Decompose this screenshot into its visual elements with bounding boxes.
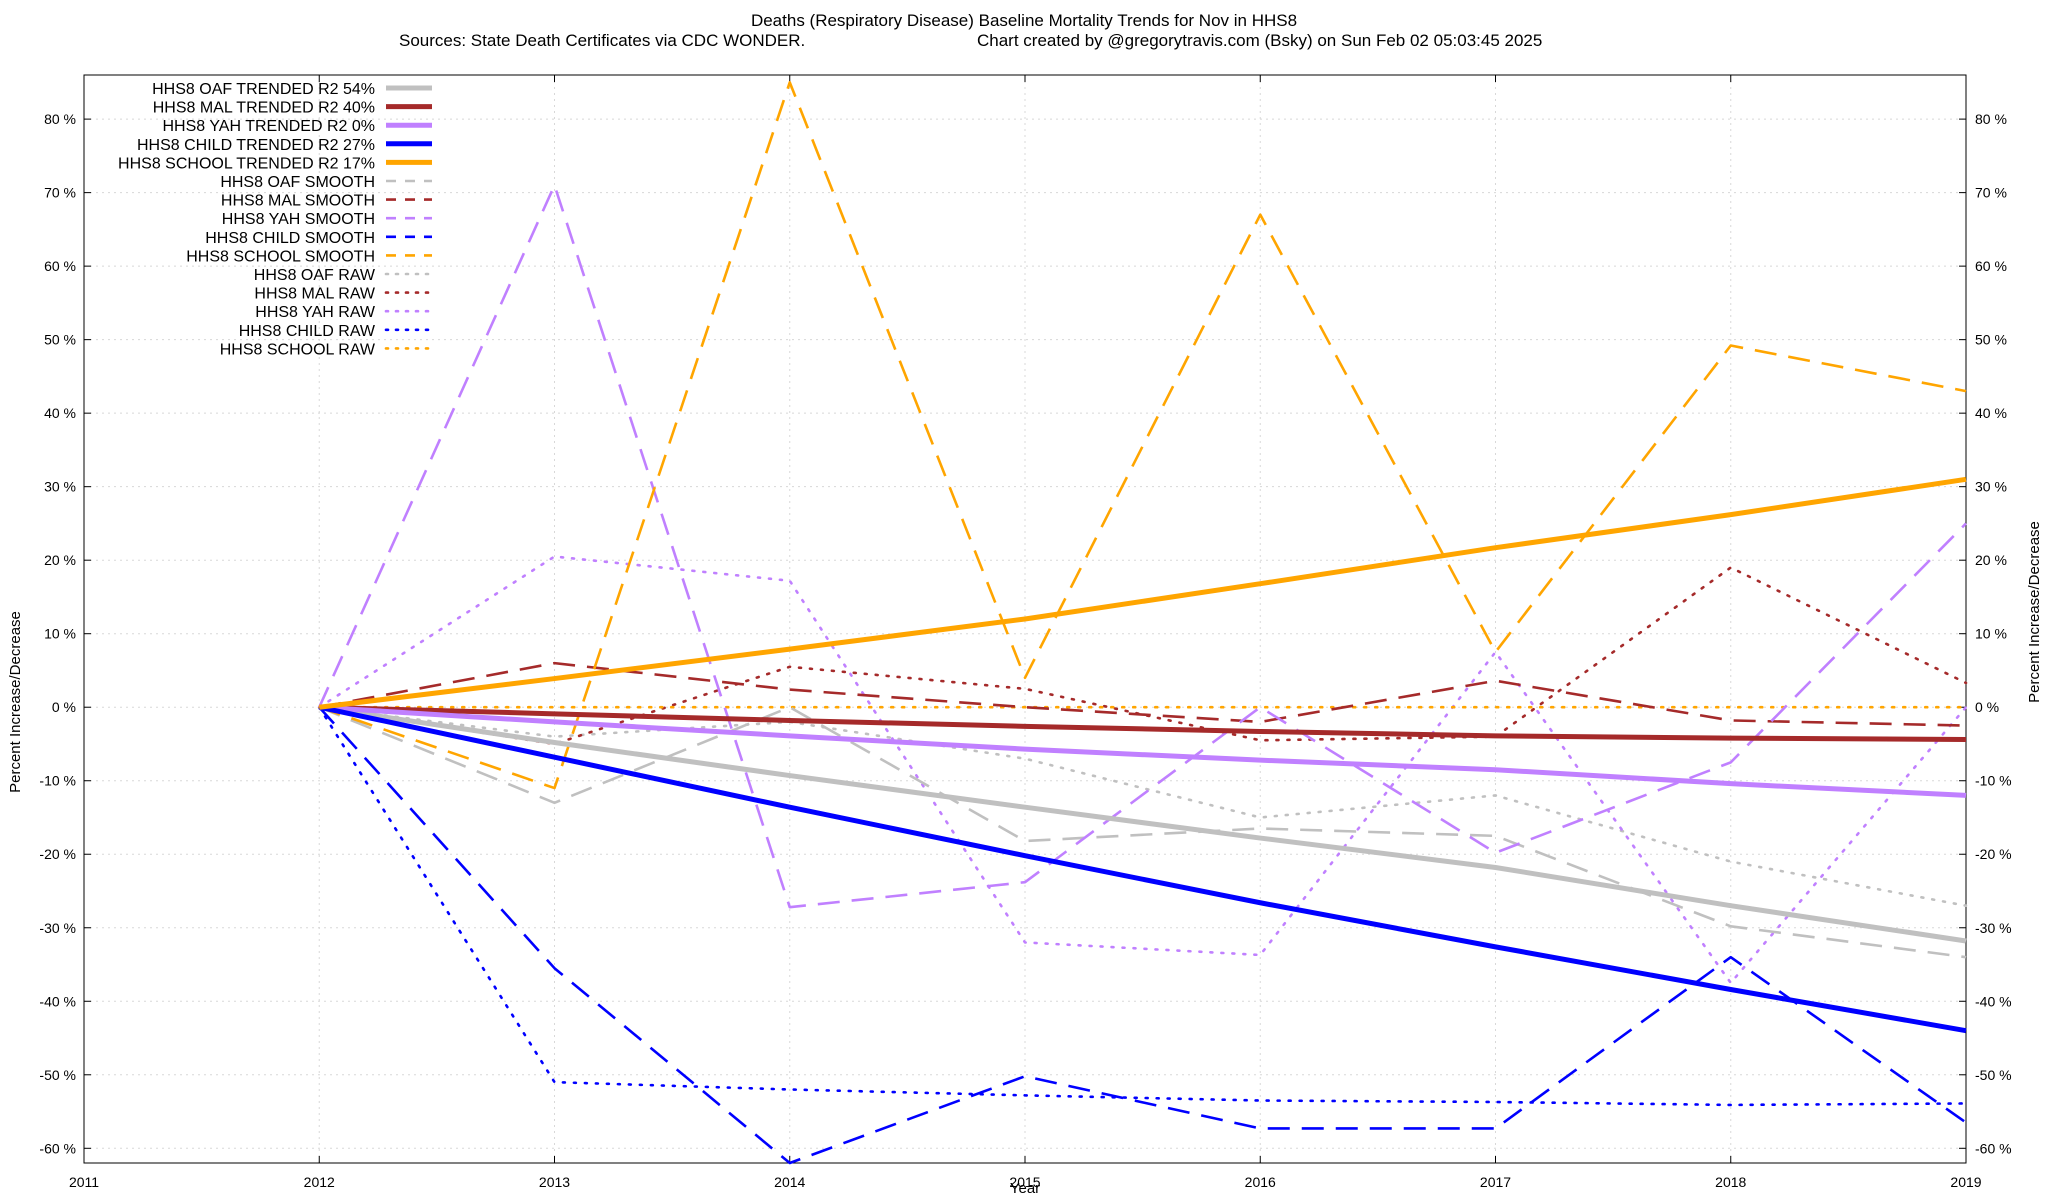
legend-label: HHS8 MAL SMOOTH bbox=[221, 193, 375, 210]
x-tick-label: 2013 bbox=[539, 1174, 570, 1190]
legend-label: HHS8 OAF RAW bbox=[254, 267, 376, 284]
legend-label: HHS8 MAL TRENDED R2 40% bbox=[153, 100, 375, 117]
legend-label: HHS8 SCHOOL SMOOTH bbox=[186, 248, 375, 265]
legend-label: HHS8 YAH TRENDED R2 0% bbox=[162, 118, 375, 135]
x-tick-label: 2017 bbox=[1480, 1174, 1511, 1190]
y-tick-label-left: 10 % bbox=[44, 626, 76, 642]
y-tick-label-right: -60 % bbox=[1975, 1140, 2012, 1156]
x-tick-label: 2015 bbox=[1009, 1174, 1040, 1190]
legend-label: HHS8 OAF SMOOTH bbox=[220, 174, 375, 191]
legend-label: HHS8 OAF TRENDED R2 54% bbox=[152, 81, 375, 98]
x-tick-label: 2018 bbox=[1715, 1174, 1746, 1190]
series-line-hhs8-mal-trended-r2-40 bbox=[319, 704, 1967, 743]
y-tick-label-left: 30 % bbox=[44, 479, 76, 495]
y-tick-label-right: -20 % bbox=[1975, 846, 2012, 862]
y-tick-label-left: 80 % bbox=[44, 111, 76, 127]
y-tick-label-right: 50 % bbox=[1975, 332, 2007, 348]
y-tick-label-right: -50 % bbox=[1975, 1067, 2012, 1083]
series-line-hhs8-school-trended-r2-17 bbox=[318, 476, 1967, 710]
y-tick-label-right: 40 % bbox=[1975, 405, 2007, 421]
y-tick-label-right: -30 % bbox=[1975, 920, 2012, 936]
y-tick-label-right: 30 % bbox=[1975, 479, 2007, 495]
series-line-hhs8-oaf-smooth bbox=[318, 705, 1967, 959]
series-line-hhs8-school-smooth bbox=[318, 81, 1967, 790]
x-tick-label: 2014 bbox=[774, 1174, 805, 1190]
y-tick-label-right: 60 % bbox=[1975, 258, 2007, 274]
legend-label: HHS8 MAL RAW bbox=[254, 286, 376, 303]
y-tick-label-left: 50 % bbox=[44, 332, 76, 348]
series-line-hhs8-yah-smooth bbox=[318, 183, 1967, 909]
y-tick-label-left: 20 % bbox=[44, 552, 76, 568]
x-tick-label: 2019 bbox=[1950, 1174, 1981, 1190]
y-tick-label-right: 70 % bbox=[1975, 185, 2007, 201]
legend-label: HHS8 SCHOOL RAW bbox=[220, 341, 376, 358]
chart-title: Deaths (Respiratory Disease) Baseline Mo… bbox=[751, 11, 1297, 30]
series-line-hhs8-child-trended-r2-27 bbox=[318, 704, 1967, 1034]
y-tick-label-left: -20 % bbox=[39, 846, 76, 862]
x-tick-label: 2016 bbox=[1245, 1174, 1276, 1190]
y-tick-label-left: -30 % bbox=[39, 920, 76, 936]
y-tick-label-left: -60 % bbox=[39, 1140, 76, 1156]
y-tick-label-right: 0 % bbox=[1975, 699, 1999, 715]
chart-subtitle-sources: Sources: State Death Certificates via CD… bbox=[399, 31, 805, 50]
y-axis-label-right: Percent Increase/Decrease bbox=[2026, 521, 2043, 703]
series bbox=[317, 81, 1968, 1165]
y-tick-label-right: 10 % bbox=[1975, 626, 2007, 642]
y-tick-label-right: -40 % bbox=[1975, 993, 2012, 1009]
x-tick-label: 2012 bbox=[304, 1174, 335, 1190]
legend-label: HHS8 CHILD SMOOTH bbox=[205, 230, 375, 247]
y-tick-label-left: 60 % bbox=[44, 258, 76, 274]
x-axis-label: Year bbox=[1010, 1180, 1040, 1197]
y-tick-label-left: 40 % bbox=[44, 405, 76, 421]
series-line-hhs8-child-smooth bbox=[318, 706, 1967, 1165]
y-axis-label-left: Percent Increase/Decrease bbox=[7, 611, 24, 793]
series-line-hhs8-yah-raw bbox=[317, 555, 1968, 985]
series-line-hhs8-yah-trended-r2-0 bbox=[319, 704, 1967, 798]
y-tick-label-left: 70 % bbox=[44, 185, 76, 201]
y-tick-label-left: 0 % bbox=[52, 699, 76, 715]
y-tick-label-left: -40 % bbox=[39, 993, 76, 1009]
legend-label: HHS8 CHILD RAW bbox=[239, 323, 376, 340]
series-line-hhs8-oaf-trended-r2-54 bbox=[318, 704, 1967, 944]
series-line-hhs8-oaf-raw bbox=[317, 705, 1968, 908]
legend-label: HHS8 YAH SMOOTH bbox=[222, 211, 375, 228]
x-tick-label: 2011 bbox=[69, 1174, 99, 1190]
legend-label: HHS8 SCHOOL TRENDED R2 17% bbox=[118, 155, 375, 172]
chart-subtitle-credit: Chart created by @gregorytravis.com (Bsk… bbox=[977, 31, 1542, 50]
legend-label: HHS8 CHILD TRENDED R2 27% bbox=[137, 137, 375, 154]
y-tick-label-left: -10 % bbox=[39, 773, 76, 789]
legend-label: HHS8 YAH RAW bbox=[255, 304, 376, 321]
y-tick-label-right: 80 % bbox=[1975, 111, 2007, 127]
legend: HHS8 OAF TRENDED R2 54% HHS8 MAL TRENDED … bbox=[118, 81, 434, 358]
axis-ticks: 2011 2012 2013 2014 2015 2016 2017 2018 2019 80 %… bbox=[39, 75, 2012, 1190]
y-tick-label-right: 20 % bbox=[1975, 552, 2007, 568]
y-tick-label-right: -10 % bbox=[1975, 773, 2012, 789]
y-tick-label-left: -50 % bbox=[39, 1067, 76, 1083]
